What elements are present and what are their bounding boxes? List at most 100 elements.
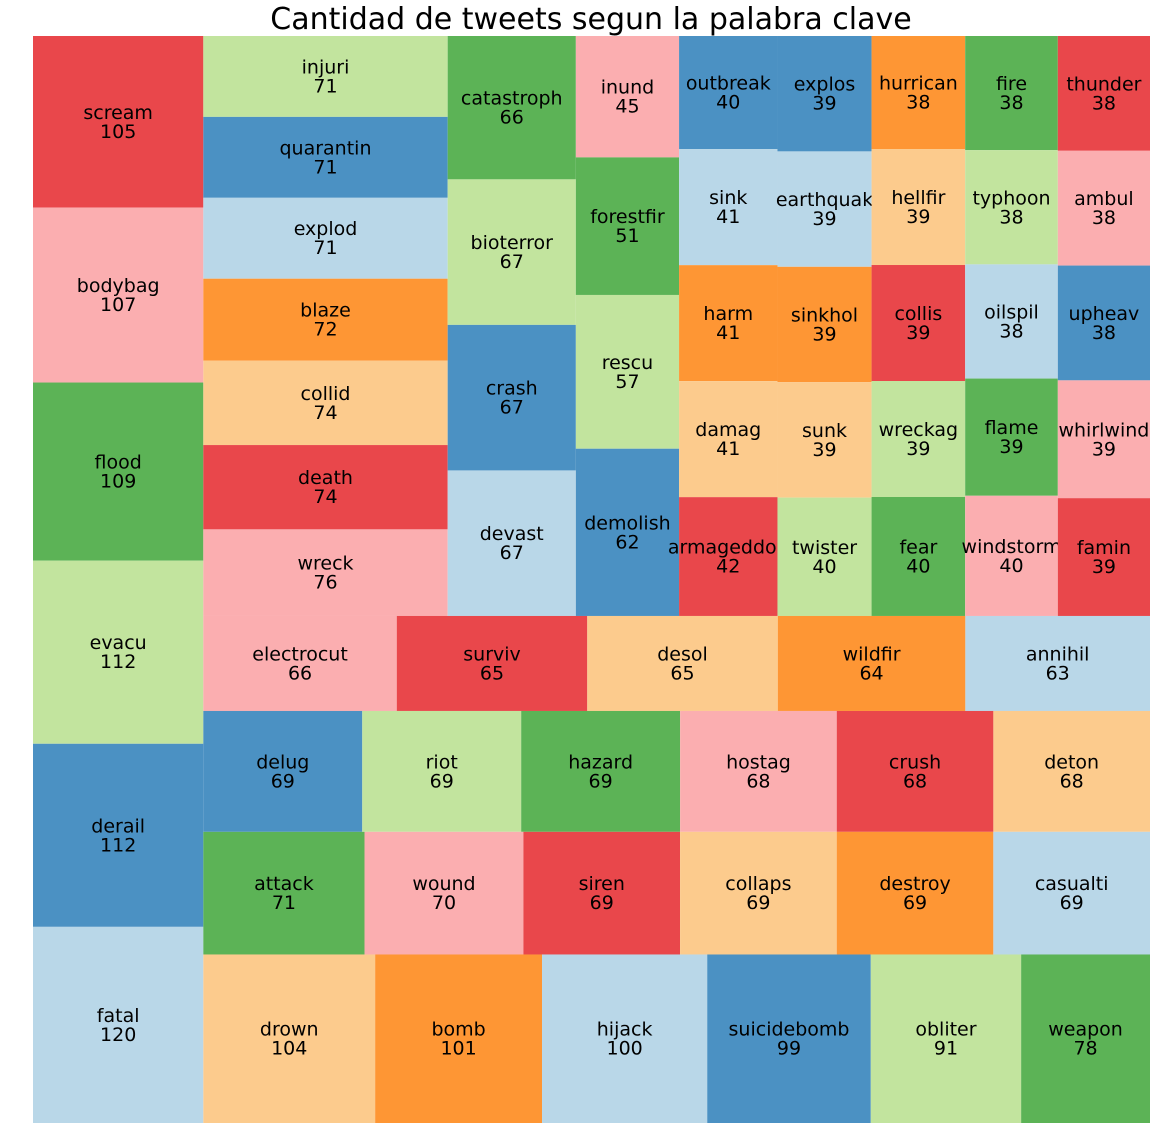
treemap-value-attack: 71 bbox=[272, 892, 296, 914]
treemap-rect-ambul bbox=[1057, 150, 1150, 266]
treemap-rect-wildfir bbox=[777, 615, 966, 711]
treemap-rect-hazard bbox=[521, 710, 681, 832]
treemap-rect-casualti bbox=[993, 831, 1150, 955]
treemap-label-collaps: collaps bbox=[725, 873, 791, 895]
treemap-rect-siren bbox=[523, 831, 681, 955]
treemap-rect-collaps bbox=[680, 831, 837, 955]
treemap-label-thunder: thunder bbox=[1066, 73, 1141, 95]
treemap-label-flame: flame bbox=[985, 417, 1039, 439]
treemap-label-collid: collid bbox=[301, 383, 351, 405]
treemap-label-crash: crash bbox=[486, 378, 538, 400]
treemap-label-bioterror: bioterror bbox=[471, 232, 554, 254]
treemap-rect-demolish bbox=[575, 448, 680, 616]
treemap-rect-oilspil bbox=[965, 264, 1058, 379]
treemap-label-suicidebomb: suicidebomb bbox=[729, 1019, 850, 1041]
treemap-value-siren: 69 bbox=[590, 892, 614, 914]
treemap-label-sink: sink bbox=[709, 187, 747, 209]
treemap-rect-catastroph bbox=[447, 36, 576, 180]
treemap-value-crush: 68 bbox=[903, 770, 927, 792]
treemap-label-derail: derail bbox=[91, 815, 145, 837]
treemap-label-harm: harm bbox=[703, 303, 753, 325]
treemap-rect-bodybag bbox=[33, 207, 204, 383]
treemap-value-drown: 104 bbox=[271, 1038, 307, 1060]
treemap-value-collid: 74 bbox=[313, 402, 337, 424]
treemap-rect-obliter bbox=[870, 954, 1022, 1123]
treemap-rect-scream bbox=[33, 36, 204, 208]
treemap-label-hijack: hijack bbox=[597, 1019, 653, 1041]
treemap-value-ambul: 38 bbox=[1092, 207, 1116, 229]
treemap-rect-wreckag bbox=[871, 381, 966, 498]
treemap-label-earthquak: earthquak bbox=[776, 189, 873, 211]
treemap-value-oilspil: 38 bbox=[999, 320, 1023, 342]
treemap-value-bomb: 101 bbox=[440, 1038, 476, 1060]
treemap-label-surviv: surviv bbox=[463, 643, 521, 665]
treemap-label-armageddon: armageddon bbox=[668, 537, 789, 559]
treemap-rect-thunder bbox=[1057, 36, 1150, 151]
treemap-rect-death bbox=[203, 445, 448, 530]
treemap-rect-bioterror bbox=[447, 179, 576, 325]
treemap-rect-riot bbox=[362, 710, 522, 832]
treemap-rect-quarantin bbox=[203, 116, 448, 198]
treemap-rect-collis bbox=[871, 265, 966, 382]
treemap-value-hurrican: 38 bbox=[906, 92, 930, 114]
treemap-label-death: death bbox=[298, 467, 353, 489]
treemap-value-whirlwind: 39 bbox=[1092, 438, 1116, 460]
treemap-label-drown: drown bbox=[260, 1019, 319, 1041]
treemap-rect-evacu bbox=[33, 560, 204, 744]
treemap-rect-collid bbox=[203, 360, 448, 446]
treemap-value-explos: 39 bbox=[812, 93, 836, 115]
treemap-label-hostag: hostag bbox=[726, 751, 791, 773]
treemap-value-hijack: 100 bbox=[606, 1038, 642, 1060]
treemap-label-sunk: sunk bbox=[802, 420, 847, 442]
treemap-rect-hurrican bbox=[871, 36, 966, 150]
treemap-rect-drown bbox=[203, 954, 376, 1123]
treemap-label-fatal: fatal bbox=[97, 1005, 140, 1027]
treemap-rect-fatal bbox=[33, 926, 204, 1123]
treemap-label-demolish: demolish bbox=[584, 512, 670, 534]
treemap-rect-outbreak bbox=[679, 36, 778, 150]
treemap-value-outbreak: 40 bbox=[716, 92, 740, 114]
treemap-rect-flood bbox=[33, 382, 204, 561]
treemap-label-wildfir: wildfir bbox=[843, 643, 901, 665]
treemap-rect-forestfir bbox=[575, 157, 680, 295]
treemap-label-casualti: casualti bbox=[1035, 873, 1109, 895]
treemap-label-quarantin: quarantin bbox=[279, 137, 371, 159]
treemap-value-evacu: 112 bbox=[100, 651, 136, 673]
treemap-rect-electrocut bbox=[203, 615, 397, 711]
treemap-rect-fire bbox=[965, 36, 1058, 151]
treemap-rect-surviv bbox=[396, 615, 588, 711]
treemap-label-delug: delug bbox=[256, 751, 309, 773]
treemap-label-typhoon: typhoon bbox=[972, 187, 1050, 209]
treemap-value-forestfir: 51 bbox=[615, 225, 639, 247]
treemap-value-bioterror: 67 bbox=[500, 251, 524, 273]
treemap-value-inund: 45 bbox=[615, 96, 639, 118]
treemap-rect-flame bbox=[965, 378, 1058, 496]
treemap-rect-suicidebomb bbox=[707, 954, 871, 1123]
treemap-rect-sinkhol bbox=[777, 266, 872, 383]
treemap-value-scream: 105 bbox=[100, 121, 136, 143]
treemap-rect-rescu bbox=[575, 294, 680, 449]
treemap-rect-harm bbox=[679, 265, 778, 382]
treemap-label-injuri: injuri bbox=[302, 56, 350, 78]
treemap-value-blaze: 72 bbox=[313, 319, 337, 341]
treemap-rect-blaze bbox=[203, 278, 448, 361]
treemap-value-harm: 41 bbox=[716, 322, 740, 344]
